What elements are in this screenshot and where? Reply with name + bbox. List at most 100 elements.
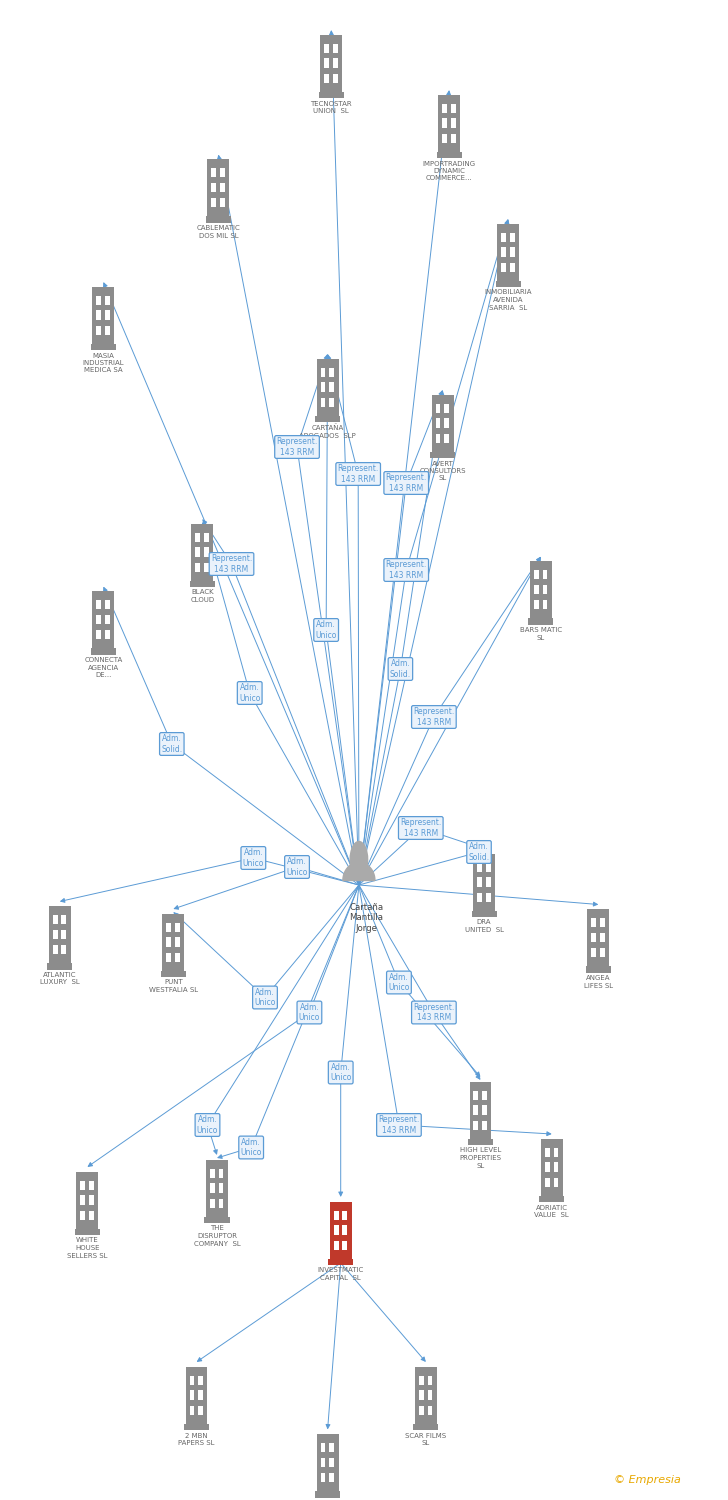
- Text: Adm.
Unico: Adm. Unico: [239, 684, 261, 702]
- FancyBboxPatch shape: [105, 310, 110, 320]
- FancyBboxPatch shape: [530, 561, 552, 618]
- Text: BLACK
CLOUD: BLACK CLOUD: [190, 590, 215, 603]
- FancyBboxPatch shape: [328, 1258, 353, 1266]
- FancyBboxPatch shape: [161, 970, 186, 978]
- FancyBboxPatch shape: [324, 58, 329, 68]
- FancyBboxPatch shape: [510, 232, 515, 242]
- FancyBboxPatch shape: [220, 168, 225, 177]
- FancyBboxPatch shape: [482, 1090, 487, 1100]
- FancyBboxPatch shape: [204, 532, 209, 542]
- FancyBboxPatch shape: [105, 630, 110, 639]
- FancyBboxPatch shape: [320, 1443, 325, 1452]
- FancyBboxPatch shape: [317, 358, 339, 416]
- Text: Represent.
143 RRM: Represent. 143 RRM: [386, 561, 427, 579]
- Text: Adm.
Solid.: Adm. Solid.: [161, 735, 183, 753]
- FancyBboxPatch shape: [61, 915, 66, 924]
- FancyBboxPatch shape: [162, 914, 184, 970]
- FancyBboxPatch shape: [473, 853, 495, 910]
- FancyBboxPatch shape: [218, 1168, 223, 1178]
- FancyBboxPatch shape: [320, 382, 325, 392]
- FancyBboxPatch shape: [333, 58, 338, 68]
- FancyBboxPatch shape: [89, 1210, 94, 1219]
- FancyBboxPatch shape: [442, 134, 447, 142]
- FancyBboxPatch shape: [553, 1162, 558, 1172]
- FancyBboxPatch shape: [591, 948, 596, 957]
- FancyBboxPatch shape: [510, 262, 515, 272]
- FancyBboxPatch shape: [204, 562, 209, 572]
- FancyBboxPatch shape: [61, 930, 66, 939]
- FancyBboxPatch shape: [190, 580, 215, 588]
- FancyBboxPatch shape: [166, 952, 171, 962]
- FancyBboxPatch shape: [545, 1178, 550, 1186]
- FancyBboxPatch shape: [473, 1090, 478, 1100]
- Text: Represent.
143 RRM: Represent. 143 RRM: [414, 1004, 454, 1022]
- FancyBboxPatch shape: [49, 906, 71, 963]
- FancyBboxPatch shape: [207, 159, 229, 216]
- FancyBboxPatch shape: [591, 933, 596, 942]
- Text: CARTAÑA
ABOGADOS  SLP: CARTAÑA ABOGADOS SLP: [299, 424, 356, 438]
- Text: ADRIATIC
VALUE  SL: ADRIATIC VALUE SL: [534, 1204, 569, 1218]
- FancyBboxPatch shape: [333, 44, 338, 52]
- Text: Represent.
143 RRM: Represent. 143 RRM: [386, 474, 427, 492]
- FancyBboxPatch shape: [96, 630, 101, 639]
- FancyBboxPatch shape: [320, 34, 342, 92]
- FancyBboxPatch shape: [89, 1196, 94, 1204]
- FancyBboxPatch shape: [473, 1120, 478, 1130]
- FancyBboxPatch shape: [91, 648, 116, 656]
- FancyBboxPatch shape: [80, 1196, 85, 1204]
- FancyBboxPatch shape: [477, 862, 482, 871]
- FancyBboxPatch shape: [204, 548, 209, 556]
- FancyBboxPatch shape: [542, 570, 547, 579]
- FancyBboxPatch shape: [539, 1196, 564, 1203]
- FancyBboxPatch shape: [166, 938, 171, 946]
- FancyBboxPatch shape: [329, 398, 334, 406]
- FancyBboxPatch shape: [419, 1376, 424, 1384]
- FancyBboxPatch shape: [191, 524, 213, 580]
- FancyBboxPatch shape: [324, 44, 329, 52]
- FancyBboxPatch shape: [315, 416, 340, 423]
- FancyBboxPatch shape: [211, 183, 216, 192]
- Text: Represent.
143 RRM: Represent. 143 RRM: [277, 438, 317, 456]
- FancyBboxPatch shape: [189, 1390, 194, 1400]
- FancyBboxPatch shape: [419, 1390, 424, 1400]
- FancyBboxPatch shape: [432, 394, 454, 451]
- FancyBboxPatch shape: [333, 1226, 339, 1234]
- FancyBboxPatch shape: [320, 398, 325, 406]
- FancyBboxPatch shape: [175, 952, 180, 962]
- Text: CONNECTA
AGENCIA
DE...: CONNECTA AGENCIA DE...: [84, 657, 122, 678]
- FancyBboxPatch shape: [105, 296, 110, 304]
- FancyBboxPatch shape: [496, 280, 521, 288]
- FancyBboxPatch shape: [329, 1443, 334, 1452]
- FancyBboxPatch shape: [96, 615, 101, 624]
- FancyBboxPatch shape: [497, 224, 519, 280]
- Text: DRA
UNITED  SL: DRA UNITED SL: [464, 920, 504, 933]
- FancyBboxPatch shape: [600, 918, 605, 927]
- FancyBboxPatch shape: [501, 232, 506, 242]
- FancyBboxPatch shape: [315, 1491, 340, 1498]
- Text: SCAR FILMS
SL: SCAR FILMS SL: [405, 1432, 446, 1446]
- FancyBboxPatch shape: [451, 118, 456, 128]
- FancyBboxPatch shape: [329, 1473, 334, 1482]
- FancyBboxPatch shape: [320, 1458, 325, 1467]
- Text: Cartaña
Mantilla
Jorge: Cartaña Mantilla Jorge: [349, 903, 383, 933]
- FancyBboxPatch shape: [545, 1148, 550, 1156]
- FancyBboxPatch shape: [96, 326, 101, 334]
- FancyBboxPatch shape: [198, 1406, 203, 1414]
- FancyBboxPatch shape: [482, 1120, 487, 1130]
- Text: Adm.
Unico: Adm. Unico: [254, 988, 276, 1006]
- FancyBboxPatch shape: [96, 600, 101, 609]
- FancyBboxPatch shape: [76, 1172, 98, 1228]
- FancyBboxPatch shape: [435, 433, 440, 442]
- FancyBboxPatch shape: [220, 198, 225, 207]
- FancyBboxPatch shape: [472, 910, 496, 918]
- FancyBboxPatch shape: [587, 909, 609, 966]
- FancyBboxPatch shape: [166, 922, 171, 932]
- FancyBboxPatch shape: [61, 945, 66, 954]
- FancyBboxPatch shape: [427, 1376, 432, 1384]
- FancyBboxPatch shape: [438, 94, 460, 152]
- FancyBboxPatch shape: [427, 1406, 432, 1414]
- Text: MASIA
INDUSTRIAL
MEDICA SA: MASIA INDUSTRIAL MEDICA SA: [82, 352, 124, 374]
- FancyBboxPatch shape: [586, 966, 611, 974]
- Text: 2 MBN
PAPERS SL: 2 MBN PAPERS SL: [178, 1432, 215, 1446]
- FancyBboxPatch shape: [92, 286, 114, 344]
